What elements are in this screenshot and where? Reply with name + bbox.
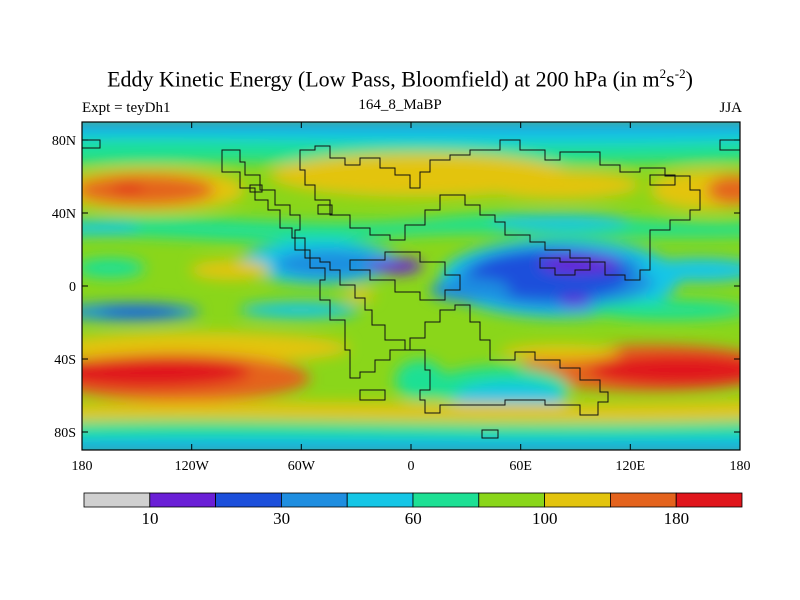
x-tick-label: 0 <box>408 459 415 474</box>
colorbar-label: 60 <box>405 509 422 528</box>
season-label: JJA <box>719 100 742 116</box>
map-title: Eddy Kinetic Energy (Low Pass, Bloomfiel… <box>107 66 693 92</box>
colorbar-box <box>346 492 414 508</box>
y-tick-label: 40N <box>52 207 76 222</box>
y-tick-marks <box>82 139 740 433</box>
x-tick-marks <box>81 122 741 450</box>
colorbar-label: 30 <box>273 509 290 528</box>
colorbar-box <box>149 492 217 508</box>
experiment-label: Expt = teyDh1 <box>82 100 171 116</box>
colorbar-box <box>83 492 151 508</box>
colorbar <box>83 492 743 508</box>
colorbar-box <box>478 492 545 508</box>
run-label: 164_8_MaBP <box>358 97 442 113</box>
colorbar-label: 100 <box>532 509 558 528</box>
x-tick-label: 180 <box>730 459 751 474</box>
colorbar-box <box>544 492 611 508</box>
colorbar-box <box>280 492 348 508</box>
colorbar-label: 10 <box>142 509 159 528</box>
x-tick-label: 60E <box>509 459 532 474</box>
y-tick-label: 40S <box>54 353 76 368</box>
colorbar-box <box>412 492 480 508</box>
y-tick-label: 80S <box>54 426 76 441</box>
x-tick-label: 60W <box>288 459 316 474</box>
contour-field <box>82 122 740 450</box>
x-tick-label: 120E <box>616 459 646 474</box>
x-tick-label: 180 <box>72 459 93 474</box>
coastline-outlines <box>82 139 740 439</box>
colorbar-box <box>675 492 743 508</box>
colorbar-label: 180 <box>664 509 690 528</box>
y-tick-label: 0 <box>69 280 76 295</box>
y-tick-label: 80N <box>52 134 76 149</box>
x-tick-label: 120W <box>175 459 210 474</box>
colorbar-box <box>610 492 677 508</box>
colorbar-box <box>215 492 282 508</box>
